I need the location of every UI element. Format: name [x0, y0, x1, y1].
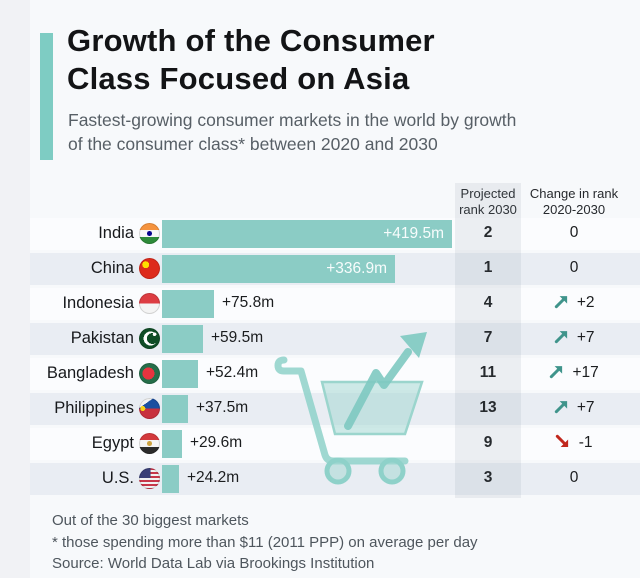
title-accent-bar [40, 33, 53, 160]
table-row: Bangladesh +52.4m 11 +17 [30, 358, 640, 390]
rank-change-value: +2 [576, 294, 595, 311]
growth-bar: +336.9m [162, 255, 395, 283]
subtitle-line-2: of the consumer class* between 2020 and … [68, 134, 438, 154]
rank-up-arrow-icon [554, 296, 567, 309]
projected-rank-value: 13 [479, 399, 497, 416]
subtitle-line-1: Fastest-growing consumer markets in the … [68, 110, 517, 130]
footnotes: Out of the 30 biggest markets * those sp… [52, 510, 478, 575]
growth-value-label: +52.4m [206, 364, 259, 381]
table-row: India +419.5m 2 0 [30, 218, 640, 250]
growth-bar [162, 395, 188, 423]
projected-rank-value: 2 [483, 224, 493, 241]
table-row: Pakistan +59.5m 7 +7 [30, 323, 640, 355]
rank-change-cell: 0 [526, 469, 622, 487]
country-label: Pakistan [70, 329, 134, 347]
india-flag-icon [139, 223, 160, 244]
projected-rank-value: 7 [483, 329, 493, 346]
growth-bar [162, 325, 203, 353]
table-row: China +336.9m 1 0 [30, 253, 640, 285]
projected-rank-value: 9 [483, 434, 493, 451]
china-flag-icon [139, 258, 160, 279]
title-line-2: Class Focused on Asia [67, 61, 410, 96]
rank-change-cell: +17 [526, 364, 622, 382]
rank-up-arrow-icon [554, 401, 567, 414]
rank-change-value: 0 [569, 469, 579, 486]
rank-change-cell: -1 [526, 434, 622, 452]
country-label: Philippines [54, 399, 134, 417]
growth-value-label: +75.8m [222, 294, 275, 311]
rank-change-cell: 0 [526, 259, 622, 277]
table-row: U.S. +24.2m 3 0 [30, 463, 640, 495]
footnote-definition: * those spending more than $11 (2011 PPP… [52, 533, 478, 551]
country-label: India [98, 224, 134, 242]
title-line-1: Growth of the Consumer [67, 23, 435, 58]
country-label: Indonesia [62, 294, 134, 312]
projected-rank-value: 3 [483, 469, 493, 486]
rank-change-value: -1 [578, 434, 593, 451]
country-label: U.S. [101, 469, 134, 487]
footnote-markets: Out of the 30 biggest markets [52, 512, 249, 529]
growth-bar: +419.5m [162, 220, 452, 248]
rank-change-value: +7 [576, 329, 595, 346]
page-subtitle: Fastest-growing consumer markets in the … [68, 108, 516, 156]
philippines-flag-icon [139, 398, 160, 419]
growth-value-label: +419.5m [383, 225, 444, 242]
rank-change-value: +7 [576, 399, 595, 416]
rank-change-value: +17 [572, 364, 599, 381]
country-label: Bangladesh [46, 364, 134, 382]
projected-rank-column-header: Projected rank 2030 [459, 186, 517, 217]
table-row: Egypt +29.6m 9 -1 [30, 428, 640, 460]
growth-value-label: +336.9m [326, 260, 387, 277]
change-in-rank-column-header: Change in rank 2020-2030 [529, 186, 619, 217]
rank-change-cell: +7 [526, 329, 622, 347]
country-label: China [90, 259, 134, 277]
table-row: Philippines +37.5m 13 +7 [30, 393, 640, 425]
country-label: Egypt [91, 434, 134, 452]
growth-bar [162, 465, 179, 493]
projected-rank-value: 4 [483, 294, 493, 311]
rank-down-arrow-icon [556, 434, 569, 447]
rank-change-cell: 0 [526, 224, 622, 242]
growth-bar [162, 430, 182, 458]
rank-change-value: 0 [569, 259, 579, 276]
source-credit: Source: World Data Lab via Brookings Ins… [52, 555, 375, 572]
chart-card: Growth of the Consumer Class Focused on … [30, 0, 640, 578]
bangladesh-flag-icon [139, 363, 160, 384]
indonesia-flag-icon [139, 293, 160, 314]
rank-change-value: 0 [569, 224, 579, 241]
rank-up-arrow-icon [554, 331, 567, 344]
rank-change-cell: +7 [526, 399, 622, 417]
us-flag-icon [139, 468, 160, 489]
page-title: Growth of the Consumer Class Focused on … [67, 22, 435, 98]
growth-value-label: +59.5m [211, 329, 264, 346]
growth-value-label: +37.5m [196, 399, 249, 416]
pakistan-flag-icon [139, 328, 160, 349]
growth-value-label: +24.2m [187, 469, 240, 486]
egypt-flag-icon [139, 433, 160, 454]
rank-up-arrow-icon [550, 366, 563, 379]
growth-value-label: +29.6m [190, 434, 243, 451]
projected-rank-value: 11 [479, 364, 497, 381]
growth-bar [162, 360, 198, 388]
table-row: Indonesia +75.8m 4 +2 [30, 288, 640, 320]
growth-bar [162, 290, 214, 318]
rank-change-cell: +2 [526, 294, 622, 312]
projected-rank-value: 1 [483, 259, 493, 276]
